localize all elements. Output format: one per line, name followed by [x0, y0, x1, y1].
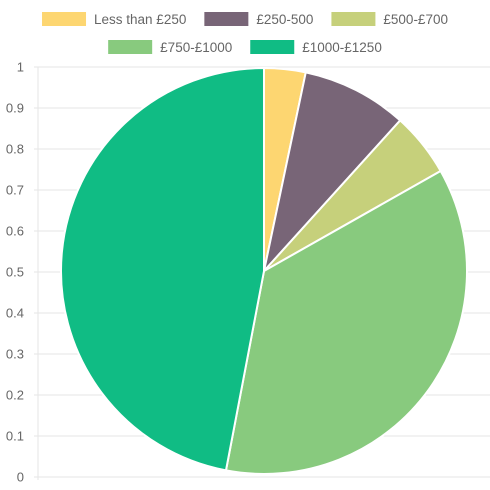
legend-swatch — [204, 12, 249, 26]
legend-label: £750-£1000 — [160, 40, 232, 55]
pie-slice[interactable] — [224, 169, 468, 475]
pie-slices — [60, 66, 468, 475]
legend-item[interactable]: £500-£700 — [331, 12, 448, 27]
y-tick-label: 0.7 — [6, 183, 24, 198]
y-tick-label: 0.8 — [6, 142, 24, 157]
legend-swatch — [250, 40, 295, 54]
y-tick-label: 0.5 — [6, 265, 24, 280]
legend-item[interactable]: £1000-£1250 — [250, 40, 382, 55]
y-tick-label: 0.6 — [6, 224, 24, 239]
y-tick-label: 1 — [17, 60, 24, 75]
legend-label: Less than £250 — [94, 12, 186, 27]
legend: Less than £250 £250-500 £500-£700 £750-£100… — [42, 12, 448, 55]
pie-slice[interactable] — [60, 66, 265, 472]
y-tick-label: 0.2 — [6, 388, 24, 403]
y-tick-label: 0.9 — [6, 101, 24, 116]
legend-swatch — [42, 12, 87, 26]
legend-item[interactable]: Less than £250 — [42, 12, 186, 27]
legend-swatch — [108, 40, 153, 54]
y-axis-ticks: 0 0.1 0.2 0.3 0.4 0.5 0.6 0.7 0.8 0.9 1 — [6, 60, 24, 485]
y-tick-label: 0 — [17, 470, 24, 485]
legend-item[interactable]: £750-£1000 — [108, 40, 232, 55]
pie-slice[interactable] — [262, 71, 402, 275]
legend-label: £250-500 — [256, 12, 313, 27]
legend-label: £500-£700 — [383, 12, 448, 27]
legend-item[interactable]: £250-500 — [204, 12, 313, 27]
y-tick-label: 0.1 — [6, 429, 24, 444]
legend-label: £1000-£1250 — [302, 40, 382, 55]
y-tick-label: 0.4 — [6, 306, 24, 321]
legend-swatch — [331, 12, 376, 26]
y-tick-label: 0.3 — [6, 347, 24, 362]
